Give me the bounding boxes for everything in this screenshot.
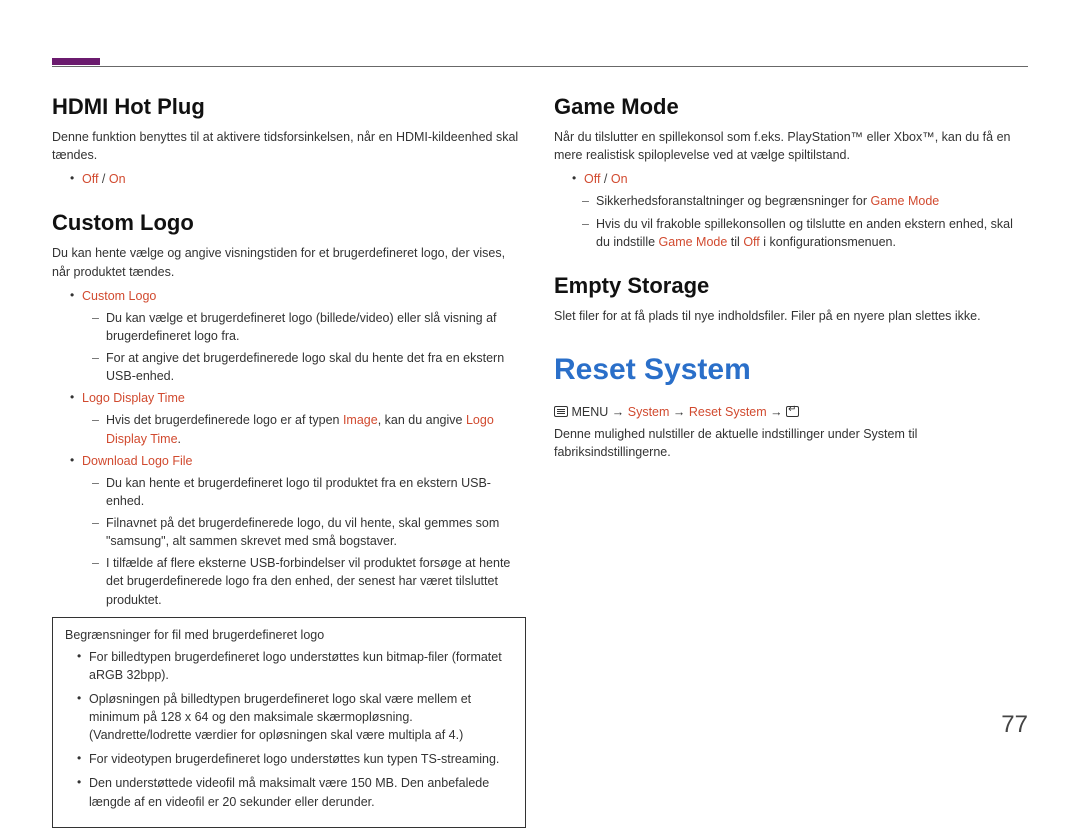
empty-storage-desc: Slet filer for at få plads til nye indho…	[554, 307, 1028, 325]
custom-logo-sub2: For at angive det brugerdefinerede logo …	[92, 349, 526, 385]
header-rule	[52, 66, 1028, 67]
box-b4: Den understøttede videofil må maksimalt …	[77, 774, 517, 810]
menu-icon	[554, 406, 568, 417]
bc-arrow-2: →	[669, 405, 688, 419]
option-off: Off	[82, 172, 98, 186]
bc-system: System	[628, 405, 670, 419]
gm-sub2: Hvis du vil frakoble spillekonsollen og …	[582, 215, 1028, 251]
reset-system-desc: Denne mulighed nulstiller de aktuelle in…	[554, 425, 1028, 461]
logo-display-time-link: Logo Display Time	[82, 391, 185, 405]
custom-logo-heading: Custom Logo	[52, 210, 526, 236]
content-columns: HDMI Hot Plug Denne funktion benyttes ti…	[52, 94, 1028, 828]
gm-option-off: Off	[584, 172, 600, 186]
box-b2: Opløsningen på billedtypen brugerdefiner…	[77, 690, 517, 744]
custom-logo-sub1: Du kan vælge et brugerdefineret logo (bi…	[92, 309, 526, 345]
gm-sub2-link1: Game Mode	[659, 235, 728, 249]
dlf-sub1: Du kan hente et brugerdefineret logo til…	[92, 474, 526, 510]
gm-sub1: Sikkerhedsforanstaltninger og begrænsnin…	[582, 192, 1028, 210]
bc-reset: Reset System	[689, 405, 767, 419]
gm-sub1-link: Game Mode	[870, 194, 939, 208]
gm-sub2-link2: Off	[743, 235, 759, 249]
logo-display-time-sub: Hvis det brugerdefinerede logo er af typ…	[92, 411, 526, 447]
left-column: HDMI Hot Plug Denne funktion benyttes ti…	[52, 94, 526, 828]
download-logo-file-bullet: Download Logo File Du kan hente et bruge…	[70, 452, 526, 609]
download-logo-file-link: Download Logo File	[82, 454, 193, 468]
reset-system-breadcrumb: MENU → System → Reset System →	[554, 405, 1028, 419]
reset-system-heading: Reset System	[554, 353, 1028, 387]
custom-logo-bullet: Custom Logo Du kan vælge et brugerdefine…	[70, 287, 526, 386]
custom-logo-desc: Du kan hente vælge og angive visningstid…	[52, 244, 526, 280]
gm-sub2-p3: i konfigurationsmenuen.	[760, 235, 896, 249]
hdmi-option-item: Off / On	[70, 170, 526, 188]
game-mode-desc: Når du tilslutter en spillekonsol som f.…	[554, 128, 1028, 164]
game-mode-option-item: Off / On	[572, 170, 1028, 188]
ldt-image-link: Image	[343, 413, 378, 427]
option-on: On	[109, 172, 126, 186]
gm-option-on: On	[611, 172, 628, 186]
option-sep: /	[98, 172, 108, 186]
hdmi-hot-plug-desc: Denne funktion benyttes til at aktivere …	[52, 128, 526, 164]
hdmi-hot-plug-heading: HDMI Hot Plug	[52, 94, 526, 120]
bc-arrow-1: →	[612, 405, 628, 419]
dlf-sub2: Filnavnet på det brugerdefinerede logo, …	[92, 514, 526, 550]
game-mode-heading: Game Mode	[554, 94, 1028, 120]
gm-option-sep: /	[600, 172, 610, 186]
header-accent-bar	[52, 58, 100, 65]
empty-storage-heading: Empty Storage	[554, 273, 1028, 299]
restrictions-box: Begrænsninger for fil med brugerdefinere…	[52, 617, 526, 828]
box-b3: For videotypen brugerdefineret logo unde…	[77, 750, 517, 768]
enter-icon	[786, 406, 799, 417]
gm-sub2-p2: til	[727, 235, 743, 249]
right-column: Game Mode Når du tilslutter en spillekon…	[554, 94, 1028, 828]
custom-logo-link: Custom Logo	[82, 289, 156, 303]
bc-menu: MENU	[568, 405, 612, 419]
gm-sub1-text: Sikkerhedsforanstaltninger og begrænsnin…	[596, 194, 870, 208]
ldt-p3: .	[178, 432, 181, 446]
restrictions-box-title: Begrænsninger for fil med brugerdefinere…	[59, 628, 517, 642]
dlf-sub3: I tilfælde af flere eksterne USB-forbind…	[92, 554, 526, 608]
box-b1: For billedtypen brugerdefineret logo und…	[77, 648, 517, 684]
logo-display-time-bullet: Logo Display Time Hvis det brugerdefiner…	[70, 389, 526, 447]
bc-arrow-3: →	[767, 405, 786, 419]
ldt-p1: Hvis det brugerdefinerede logo er af typ…	[106, 413, 343, 427]
ldt-p2: , kan du angive	[378, 413, 466, 427]
